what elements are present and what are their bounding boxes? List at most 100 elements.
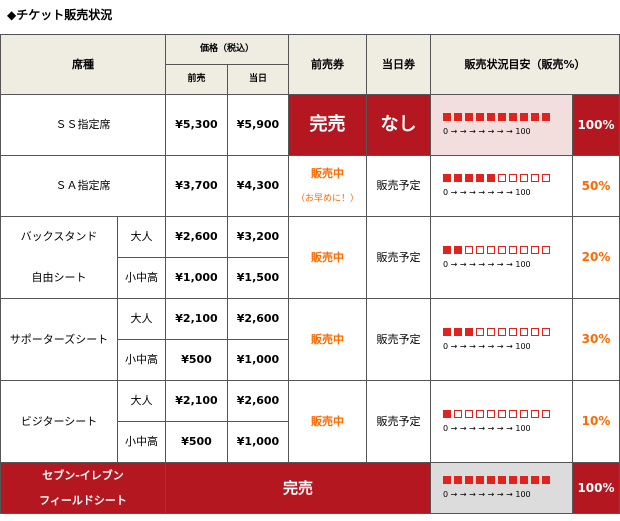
filled-square-icon — [476, 476, 484, 484]
sales-gauge: 0 → → → → → → → 100 — [430, 155, 573, 217]
empty-square-icon — [498, 174, 506, 182]
empty-square-icon — [531, 409, 539, 418]
gauge-scale: 0 → → → → → → → 100 — [443, 188, 531, 197]
filled-square-icon — [454, 174, 462, 182]
seat-backstand: バックスタンド 自由シート — [0, 216, 118, 299]
gauge-boxes — [443, 174, 550, 182]
dayof-none: なし — [366, 94, 431, 156]
filled-square-icon — [542, 113, 550, 121]
empty-square-icon — [542, 327, 550, 336]
sales-percent: 10% — [572, 380, 620, 463]
filled-square-icon — [454, 327, 462, 336]
filled-square-icon — [498, 476, 506, 484]
gauge-scale: 0 → → → → → → → 100 — [443, 259, 531, 269]
filled-square-icon — [520, 113, 528, 121]
filled-square-icon — [443, 245, 451, 254]
gauge-boxes — [443, 476, 550, 484]
empty-square-icon — [465, 245, 473, 254]
price-advance: ¥3,700 — [165, 155, 228, 217]
seat-ss: ＳＳ指定席 — [0, 94, 166, 156]
filled-square-icon — [454, 476, 462, 484]
seat-name-line1: バックスタンド — [20, 230, 98, 244]
sales-percent: 100% — [572, 462, 620, 514]
empty-square-icon — [509, 245, 517, 254]
header-seat: 席種 — [0, 34, 166, 95]
filled-square-icon — [465, 113, 473, 121]
sales-gauge: 0 → → → → → → → 100 — [430, 380, 573, 463]
filled-square-icon — [443, 476, 451, 484]
filled-square-icon — [531, 113, 539, 121]
advance-on-sale: 販売中 — [288, 380, 367, 463]
empty-square-icon — [487, 409, 495, 418]
price-dayof: ¥3,200 — [227, 216, 289, 258]
header-price: 価格（税込） — [165, 34, 289, 65]
gauge-scale: 0 → → → → → → → 100 — [443, 490, 531, 499]
gauge-boxes — [443, 327, 550, 336]
empty-square-icon — [531, 174, 539, 182]
sales-gauge: 0 → → → → → → → 100 — [430, 216, 573, 299]
empty-square-icon — [465, 409, 473, 418]
sold-out-label: 完売 — [309, 113, 346, 135]
empty-square-icon — [542, 409, 550, 418]
filled-square-icon — [476, 174, 484, 182]
price-dayof: ¥1,500 — [227, 257, 289, 299]
seat-name-line2: フィールドシート — [39, 493, 127, 507]
price-advance: ¥5,300 — [165, 94, 228, 156]
sales-gauge: 0 → → → → → → → 100 — [430, 94, 573, 156]
sales-percent: 100% — [572, 94, 620, 156]
advance-on-sale: 販売中 （お早めに！） — [288, 155, 367, 217]
empty-square-icon — [509, 409, 517, 418]
page-title: ◆チケット販売状況 — [7, 8, 113, 22]
sales-percent: 30% — [572, 298, 620, 381]
empty-square-icon — [487, 245, 495, 254]
filled-square-icon — [454, 245, 462, 254]
header-sales-status: 販売状況目安（販売%） — [430, 34, 620, 95]
filled-square-icon — [465, 174, 473, 182]
empty-square-icon — [498, 327, 506, 336]
empty-square-icon — [531, 327, 539, 336]
dayof-planned: 販売予定 — [366, 155, 431, 217]
header-dayof-ticket: 当日券 — [366, 34, 431, 95]
empty-square-icon — [487, 327, 495, 336]
price-dayof: ¥1,000 — [227, 421, 289, 463]
price-dayof: ¥2,600 — [227, 298, 289, 340]
sub-student: 小中高 — [117, 339, 166, 381]
price-advance: ¥1,000 — [165, 257, 228, 299]
empty-square-icon — [542, 174, 550, 182]
advance-on-sale: 販売中 — [288, 298, 367, 381]
empty-square-icon — [520, 245, 528, 254]
empty-square-icon — [520, 409, 528, 418]
seat-sa: ＳＡ指定席 — [0, 155, 166, 217]
filled-square-icon — [520, 476, 528, 484]
filled-square-icon — [443, 409, 451, 418]
empty-square-icon — [498, 409, 506, 418]
seat-field: セブン-イレブン フィールドシート — [0, 462, 166, 514]
price-advance: ¥2,100 — [165, 298, 228, 340]
empty-square-icon — [509, 174, 517, 182]
filled-square-icon — [509, 113, 517, 121]
filled-square-icon — [443, 113, 451, 121]
sales-percent: 50% — [572, 155, 620, 217]
price-advance: ¥2,600 — [165, 216, 228, 258]
gauge-scale: 0 → → → → → → → 100 — [443, 341, 531, 351]
empty-square-icon — [509, 327, 517, 336]
filled-square-icon — [476, 113, 484, 121]
seat-name-line2: 自由シート — [31, 270, 87, 284]
price-dayof: ¥2,600 — [227, 380, 289, 422]
empty-square-icon — [454, 409, 462, 418]
empty-square-icon — [476, 409, 484, 418]
advance-on-sale: 販売中 — [288, 216, 367, 299]
gauge-boxes — [443, 245, 550, 254]
header-advance: 前売 — [165, 64, 228, 95]
empty-square-icon — [476, 245, 484, 254]
gauge-boxes — [443, 409, 550, 418]
gauge-scale: 0 → → → → → → → 100 — [443, 127, 531, 136]
price-advance: ¥500 — [165, 339, 228, 381]
filled-square-icon — [487, 476, 495, 484]
empty-square-icon — [498, 245, 506, 254]
price-advance: ¥500 — [165, 421, 228, 463]
seat-name-line1: セブン-イレブン — [42, 468, 124, 482]
dayof-planned: 販売予定 — [366, 298, 431, 381]
empty-square-icon — [542, 245, 550, 254]
on-sale-label: 販売中 — [311, 166, 344, 180]
